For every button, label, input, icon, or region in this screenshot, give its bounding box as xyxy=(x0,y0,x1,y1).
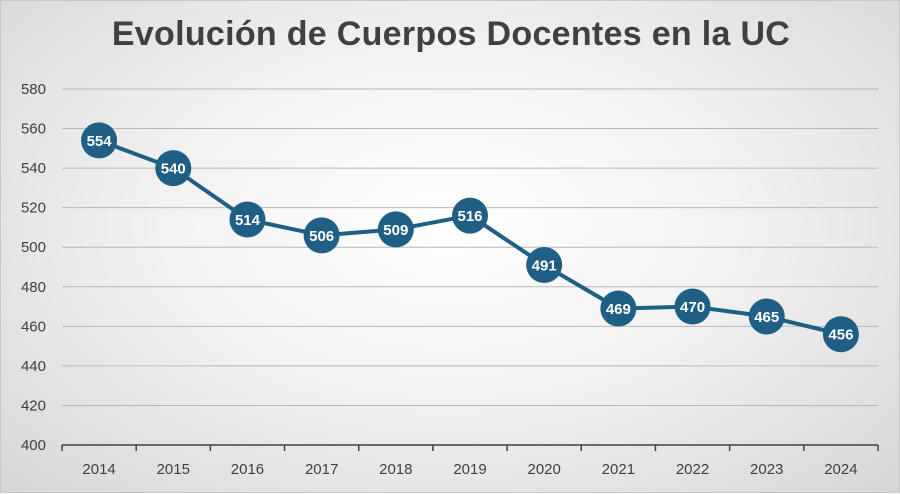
data-point xyxy=(377,211,414,248)
data-point xyxy=(526,247,563,284)
series-line xyxy=(98,138,842,337)
data-point xyxy=(229,201,266,238)
y-tick-label: 540 xyxy=(21,160,46,177)
y-tick-label: 420 xyxy=(21,397,46,414)
data-label: 506 xyxy=(309,228,334,245)
y-tick-label: 500 xyxy=(21,239,46,256)
x-tick-label: 2014 xyxy=(82,461,115,478)
y-tick-label: 440 xyxy=(21,358,46,375)
data-label: 469 xyxy=(606,301,631,318)
data-label: 456 xyxy=(828,327,853,344)
y-tick-label: 560 xyxy=(21,121,46,138)
data-point xyxy=(303,217,340,254)
data-point xyxy=(155,150,192,187)
x-tick-label: 2024 xyxy=(824,461,857,478)
data-label: 509 xyxy=(383,222,408,239)
y-tick-label: 480 xyxy=(21,279,46,296)
x-tick-label: 2021 xyxy=(602,461,635,478)
x-tick-label: 2015 xyxy=(157,461,190,478)
data-label: 491 xyxy=(532,258,557,275)
data-label: 540 xyxy=(161,161,186,178)
x-tick-label: 2022 xyxy=(676,461,709,478)
x-tick-label: 2023 xyxy=(750,461,783,478)
y-tick-label: 520 xyxy=(21,200,46,217)
data-label: 554 xyxy=(87,133,113,150)
chart-title: Evolución de Cuerpos Docentes en la UC xyxy=(111,15,791,53)
data-point xyxy=(822,316,859,353)
x-tick-label: 2019 xyxy=(453,461,486,478)
data-point xyxy=(674,288,711,325)
x-tick-label: 2016 xyxy=(231,461,264,478)
data-point xyxy=(81,122,118,159)
y-tick-label: 400 xyxy=(21,437,46,454)
data-label: 516 xyxy=(457,208,482,225)
y-tick-label: 580 xyxy=(21,81,46,98)
data-label: 470 xyxy=(680,299,705,316)
y-tick-label: 460 xyxy=(21,318,46,335)
data-point xyxy=(452,197,488,234)
data-label: 465 xyxy=(754,309,779,326)
x-tick-label: 2017 xyxy=(305,461,338,478)
data-label: 514 xyxy=(235,212,261,229)
x-tick-label: 2020 xyxy=(527,461,560,478)
data-point xyxy=(748,298,785,335)
x-tick-label: 2018 xyxy=(379,461,412,478)
data-point xyxy=(600,290,637,327)
